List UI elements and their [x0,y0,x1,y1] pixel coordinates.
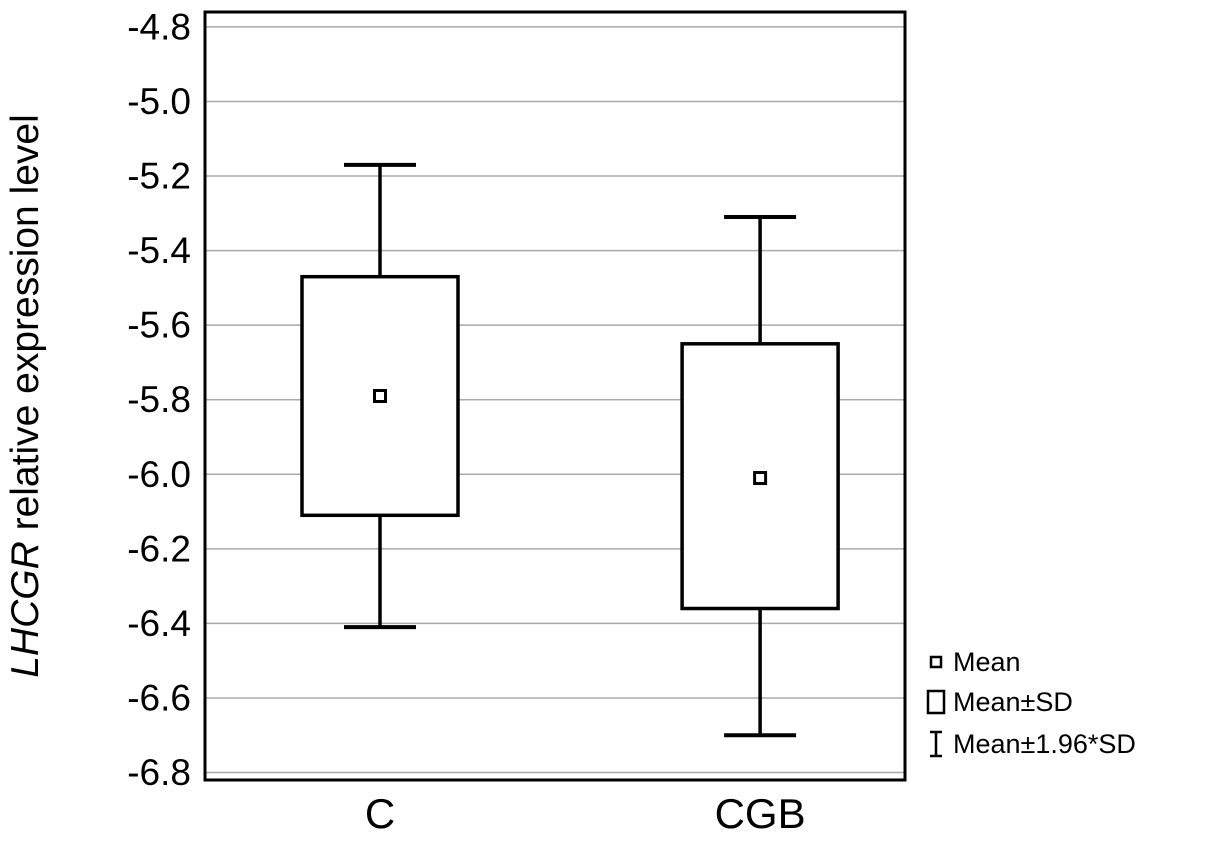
plot-area [300,162,840,738]
y-tick-label: -5.2 [127,156,191,197]
legend-item: Mean±1.96*SD [930,729,1136,759]
sd-box-icon [926,689,946,715]
legend-label: Mean±SD [953,687,1073,717]
y-tick-label: -6.2 [127,528,191,569]
y-tick-label: -6.6 [127,677,191,718]
legend-item: Mean [929,647,1021,677]
legend: Mean Mean±SD Mean±1.96*SD [926,647,1136,759]
y-tick-label: -5.6 [127,305,191,346]
mean-square-icon [929,655,943,669]
y-axis-title: LHCGR relative expression level [4,114,47,678]
legend-label: Mean [953,647,1021,677]
y-tick-label: -6.0 [127,454,191,495]
legend-item: Mean±SD [926,687,1073,717]
y-tick-label: -5.4 [127,230,191,271]
y-tick-label: -5.0 [127,81,191,122]
y-tick-label: -6.8 [127,752,191,793]
y-axis: -4.8 -5.0 -5.2 -5.4 -5.6 -5.8 -6.0 -6.2 -6.4 -6.6… [127,6,191,793]
y-tick-label: -6.4 [127,603,191,644]
y-tick-label: -4.8 [127,6,191,47]
x-category-label: C [365,790,395,837]
box-group-cgb [680,215,840,738]
mean-marker [753,471,768,486]
legend-label: Mean±1.96*SD [953,729,1136,759]
x-category-label: CGB [715,790,806,837]
box-group-c [300,162,460,630]
y-tick-label: -5.8 [127,379,191,420]
mean-marker [373,389,387,403]
